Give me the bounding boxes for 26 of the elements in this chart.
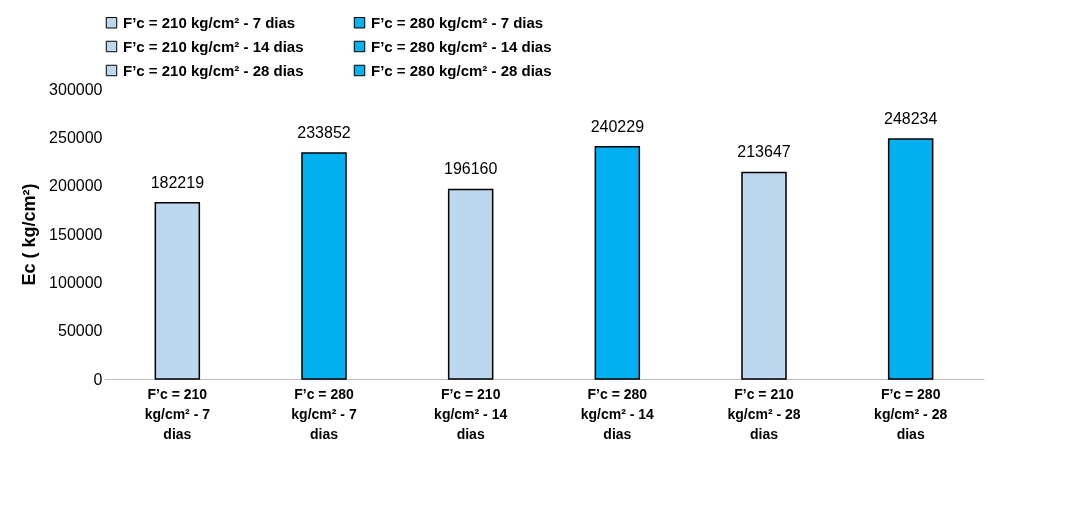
legend-label: F’c = 210 kg/cm² - 28 dias: [123, 61, 304, 79]
y-tick-label: 300000: [49, 80, 103, 98]
y-axis-title: Ec ( kg/cm²): [19, 183, 40, 286]
y-tick-label: 100000: [49, 273, 103, 291]
x-tick-label: F’c = 210 kg/cm² - 14 dias: [434, 385, 508, 442]
legend-label: F’c = 280 kg/cm² - 28 dias: [371, 61, 552, 79]
data-label: 240229: [590, 117, 645, 135]
y-tick-label: 0: [93, 370, 103, 388]
x-tick-label: F’c = 210 kg/cm² - 28 dias: [727, 385, 801, 442]
x-tick-label: F’c = 210 kg/cm² - 7 dias: [144, 385, 211, 442]
legend-label: F’c = 210 kg/cm² - 7 dias: [123, 13, 296, 31]
legend-label: F’c = 280 kg/cm² - 7 dias: [371, 13, 544, 31]
data-label: 182219: [150, 173, 205, 191]
x-tick-label: F’c = 280 kg/cm² - 7 dias: [291, 385, 357, 442]
y-tick-label: 250000: [49, 128, 103, 146]
x-tick-label: F’c = 280 kg/cm² - 28 dias: [874, 385, 948, 442]
data-label: 196160: [443, 160, 498, 178]
y-tick-label: 50000: [58, 322, 103, 340]
y-tick-label: 150000: [49, 225, 103, 243]
data-label: 248234: [883, 110, 938, 128]
data-label: 233852: [297, 123, 351, 141]
legend-label: F’c = 210 kg/cm² - 14 dias: [123, 37, 304, 55]
legend-label: F’c = 280 kg/cm² - 14 dias: [371, 37, 552, 55]
data-label: 213647: [737, 143, 791, 161]
y-tick-label: 200000: [49, 177, 103, 195]
x-tick-label: F’c = 280 kg/cm² - 14 dias: [580, 385, 655, 442]
